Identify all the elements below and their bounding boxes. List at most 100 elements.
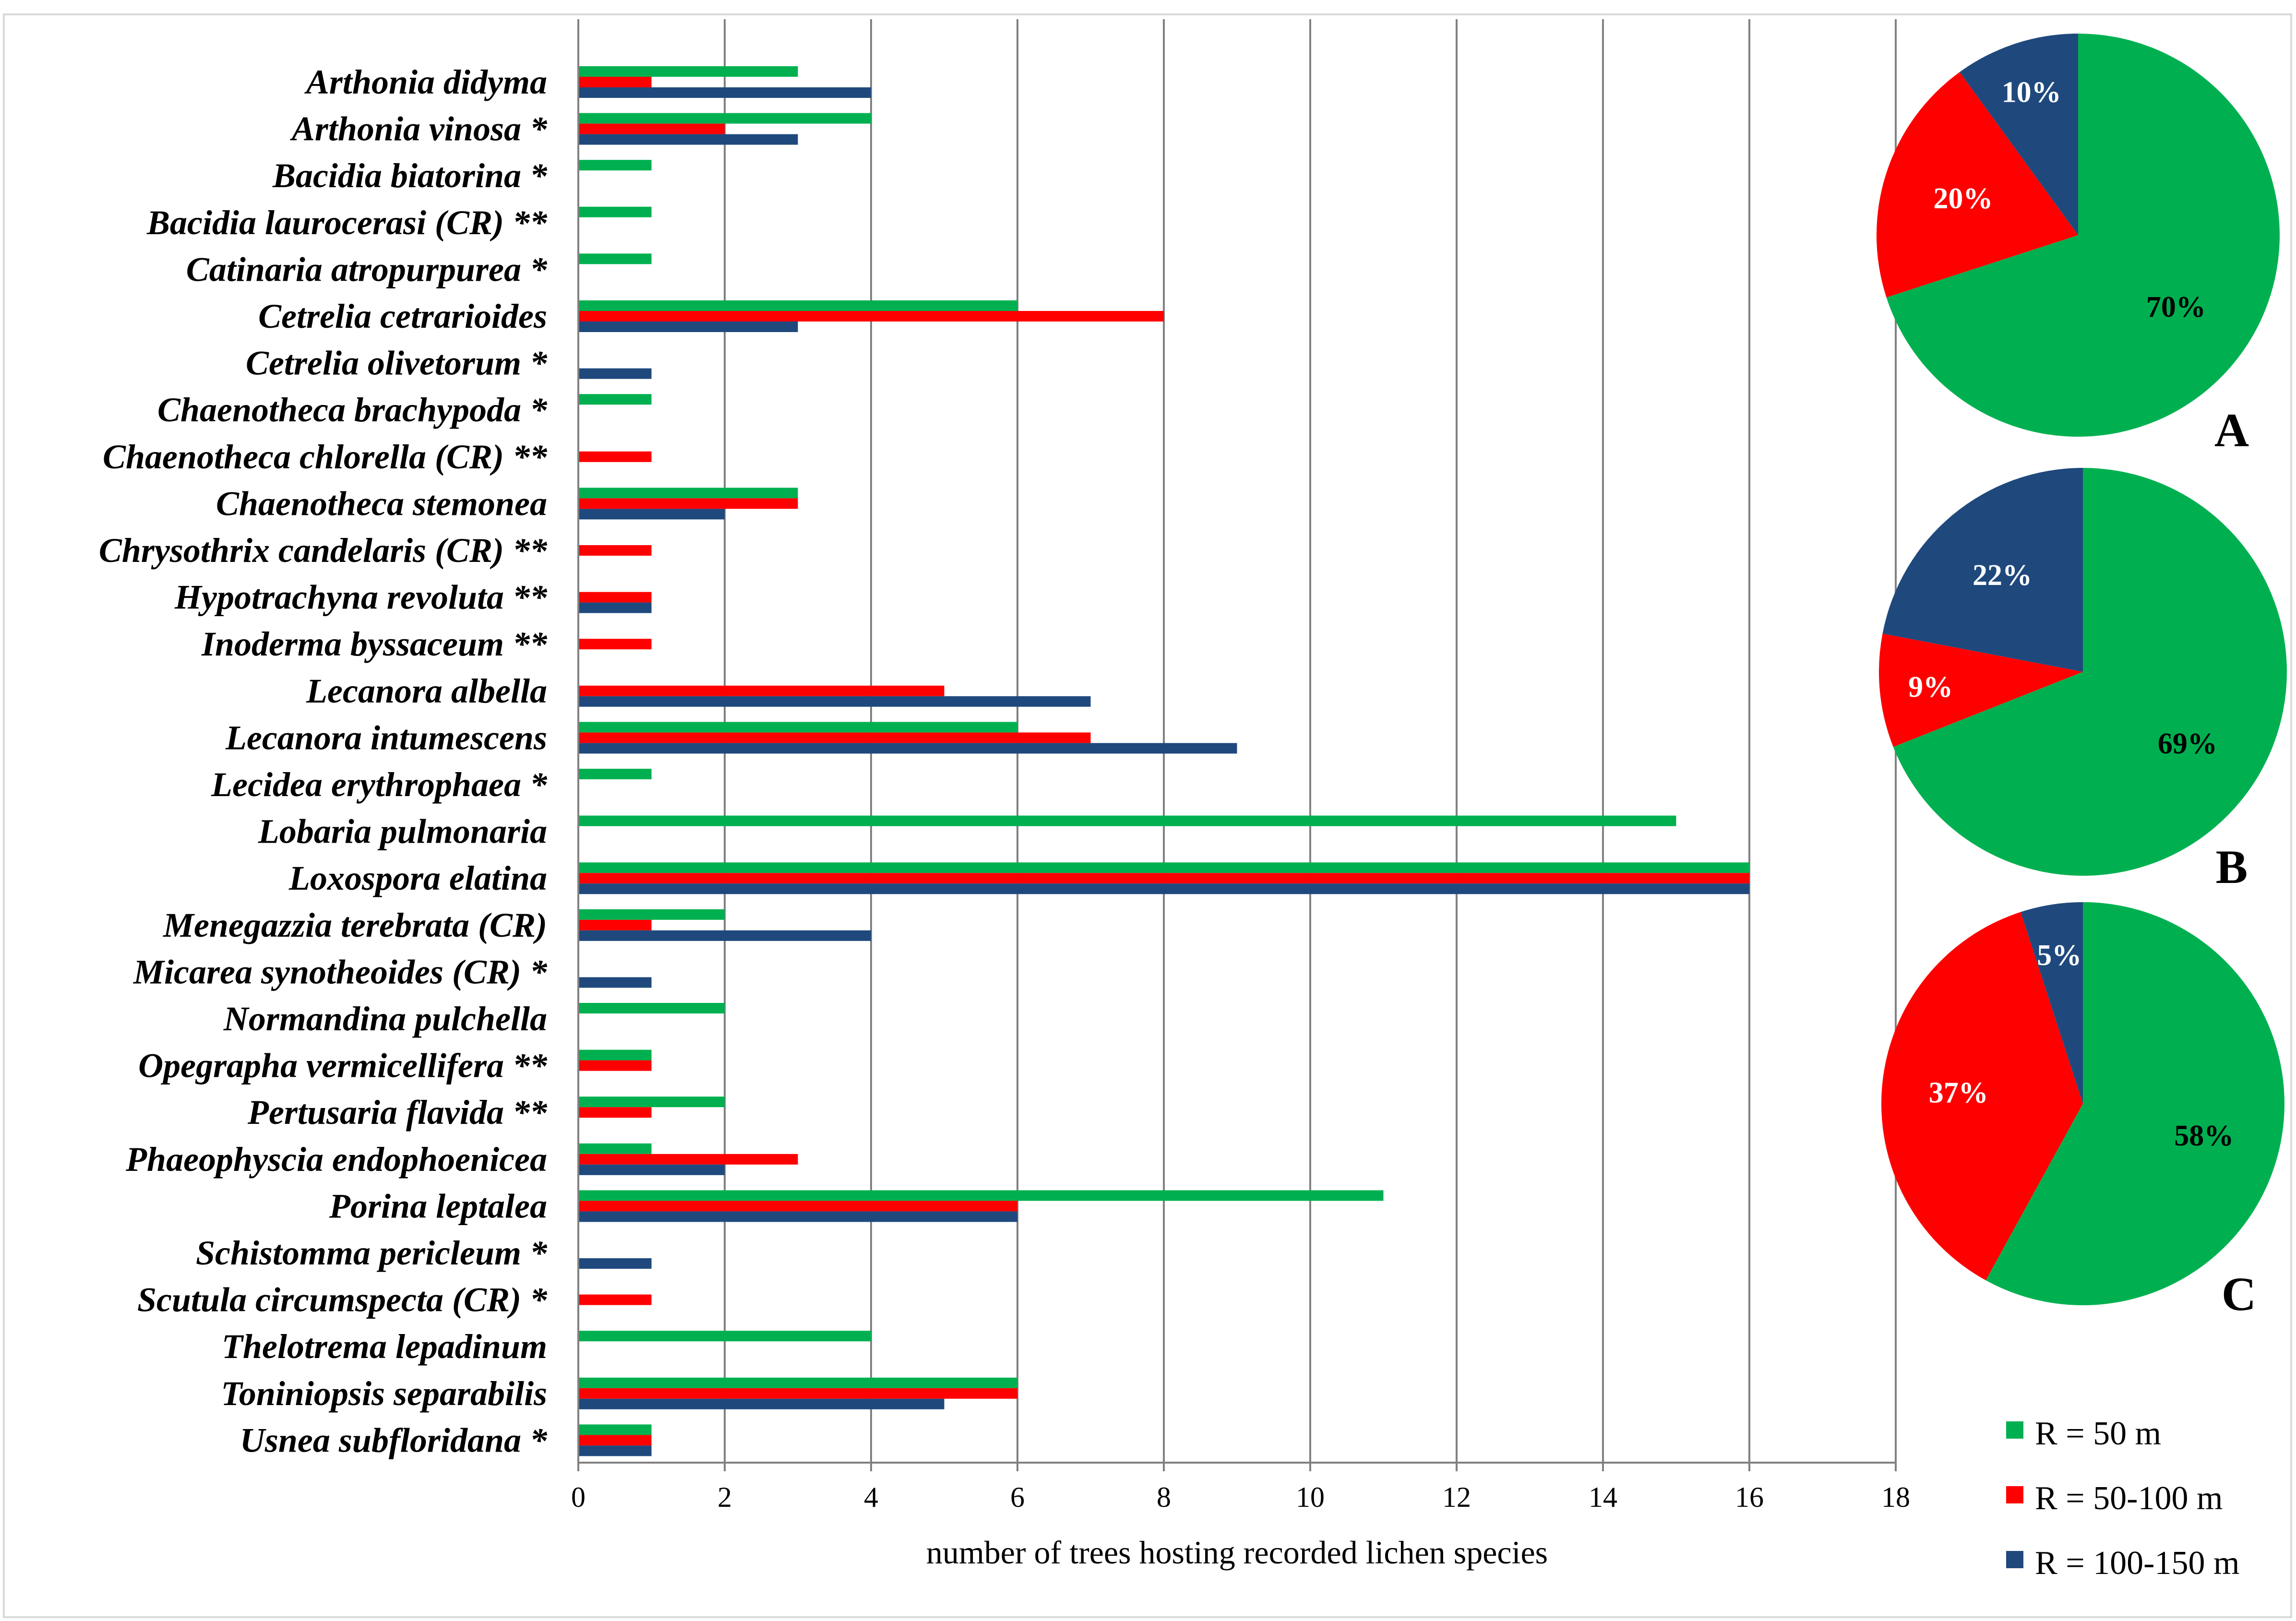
bar-r50 bbox=[578, 862, 1749, 873]
species-label: Catinaria atropurpurea * bbox=[186, 250, 548, 288]
bar-r100_150 bbox=[578, 369, 652, 379]
species-label: Pertusaria flavida ** bbox=[247, 1093, 548, 1132]
pie-slice-label: 58% bbox=[2174, 1120, 2234, 1152]
legend-label: R = 100-150 m bbox=[2035, 1545, 2239, 1582]
bar-r50 bbox=[578, 160, 652, 170]
bar-r50 bbox=[578, 113, 871, 124]
x-tick-label: 10 bbox=[1296, 1481, 1325, 1513]
bar-r50_100 bbox=[578, 639, 652, 649]
bar-r50_100 bbox=[578, 686, 945, 696]
bar-r100_150 bbox=[578, 1445, 652, 1456]
bar-r50 bbox=[578, 722, 1017, 732]
bar-r100_150 bbox=[578, 87, 871, 98]
bar-r100_150 bbox=[578, 134, 798, 145]
species-label: Arthonia didyma bbox=[304, 63, 547, 101]
bar-r50_100 bbox=[578, 732, 1091, 743]
species-label: Chaenotheca chlorella (CR) ** bbox=[103, 438, 548, 476]
species-label: Phaeophyscia endophoenicea bbox=[125, 1140, 547, 1179]
x-tick-label: 14 bbox=[1589, 1481, 1617, 1513]
bar-r50 bbox=[578, 300, 1017, 311]
species-label: Thelotrema lepadinum bbox=[222, 1327, 547, 1366]
legend-label: R = 50 m bbox=[2035, 1415, 2161, 1452]
species-label: Lobaria pulmonaria bbox=[258, 812, 547, 851]
bar-r50_100 bbox=[578, 77, 652, 87]
bar-r100_150 bbox=[578, 1165, 725, 1175]
x-axis-title: number of trees hosting recorded lichen … bbox=[926, 1534, 1548, 1571]
bar-r100_150 bbox=[578, 1211, 1017, 1222]
x-tick-label: 0 bbox=[571, 1481, 586, 1513]
bar-r100_150 bbox=[578, 696, 1091, 707]
legend-swatch-r100_150 bbox=[2006, 1551, 2023, 1568]
bar-r100_150 bbox=[578, 322, 798, 332]
pie-slice-label: 20% bbox=[1933, 182, 1993, 215]
species-label: Chrysothrix candelaris (CR) ** bbox=[99, 531, 548, 570]
bar-r50 bbox=[578, 1331, 871, 1341]
species-label: Lecanora albella bbox=[306, 672, 547, 710]
species-label: Toniniopsis separabilis bbox=[221, 1374, 547, 1413]
bar-r50 bbox=[578, 1190, 1384, 1201]
bar-r50_100 bbox=[578, 1061, 652, 1071]
bar-r50 bbox=[578, 1144, 652, 1154]
species-label: Arthonia vinosa * bbox=[290, 110, 548, 148]
x-tick-label: 12 bbox=[1442, 1481, 1471, 1513]
bar-r50_100 bbox=[578, 920, 652, 930]
figure: Arthonia didyma Arthonia vinosa * Bacidia … bbox=[0, 0, 2296, 1621]
x-tick-label: 2 bbox=[718, 1481, 732, 1513]
bar-r100_150 bbox=[578, 883, 1749, 894]
bar-r100_150 bbox=[578, 743, 1237, 753]
species-label: Lecidea erythrophaea * bbox=[211, 765, 548, 804]
species-label: Menegazzia terebrata (CR) bbox=[163, 906, 547, 944]
x-tick-label: 4 bbox=[864, 1481, 878, 1513]
pie-slice-label: 9% bbox=[1908, 671, 1953, 703]
pie-slice-label: 10% bbox=[2002, 76, 2061, 108]
bar-r50_100 bbox=[578, 452, 652, 462]
bar-r50_100 bbox=[578, 1295, 652, 1305]
x-tick-label: 8 bbox=[1157, 1481, 1171, 1513]
bar-r50_100 bbox=[578, 1107, 652, 1118]
panel-letter: C bbox=[2222, 1267, 2256, 1321]
species-label: Cetrelia cetrarioides bbox=[258, 297, 547, 335]
bar-r50_100 bbox=[578, 545, 652, 556]
species-label: Bacidia biatorina * bbox=[272, 156, 548, 195]
pie-slice-label: 37% bbox=[1929, 1076, 1988, 1109]
pie-charts: 70%20%10%A69%9%22%B58%37%5%C bbox=[1877, 34, 2287, 1321]
legend-swatch-r50_100 bbox=[2006, 1486, 2023, 1503]
bar-r100_150 bbox=[578, 1258, 652, 1269]
bar-r100_150 bbox=[578, 603, 652, 613]
bar-r50 bbox=[578, 394, 652, 405]
bar-r50 bbox=[578, 1424, 652, 1435]
species-label: Chaenotheca brachypoda * bbox=[157, 391, 548, 429]
legend-swatch-r50 bbox=[2006, 1421, 2023, 1439]
species-label: Usnea subfloridana * bbox=[240, 1421, 548, 1459]
bar-r50 bbox=[578, 909, 725, 920]
species-label: Porina leptalea bbox=[329, 1187, 547, 1225]
bar-r50 bbox=[578, 253, 652, 264]
species-label: Schistomma pericleum * bbox=[196, 1234, 548, 1272]
species-label: Normandina pulchella bbox=[223, 1000, 547, 1038]
species-label: Lecanora intumescens bbox=[225, 718, 547, 757]
bar-r100_150 bbox=[578, 509, 725, 519]
pie-slice-label: 69% bbox=[2158, 727, 2217, 760]
bar-r50_100 bbox=[578, 1435, 652, 1445]
pie-slice-label: 70% bbox=[2146, 291, 2206, 323]
bar-r50_100 bbox=[578, 1154, 798, 1165]
bar-r50 bbox=[578, 1050, 652, 1061]
pie-slice-label: 22% bbox=[1973, 559, 2032, 592]
panel-letter: B bbox=[2216, 840, 2248, 894]
species-label: Opegrapha vermicellifera ** bbox=[138, 1047, 548, 1085]
bar-r50_100 bbox=[578, 592, 652, 603]
bar-r50 bbox=[578, 207, 652, 217]
bar-r50 bbox=[578, 66, 798, 77]
bar-r50 bbox=[578, 488, 798, 498]
species-label: Chaenotheca stemonea bbox=[216, 484, 547, 523]
species-label: Bacidia laurocerasi (CR) ** bbox=[146, 203, 548, 242]
bar-r50_100 bbox=[578, 124, 725, 134]
bar-r50 bbox=[578, 769, 652, 779]
bar-r50 bbox=[578, 1378, 1017, 1388]
bar-r50_100 bbox=[578, 498, 798, 509]
pie-slice-label: 5% bbox=[2037, 939, 2081, 972]
species-label: Micarea synotheoides (CR) * bbox=[133, 953, 548, 991]
species-label: Loxospora elatina bbox=[288, 859, 547, 897]
bar-r50_100 bbox=[578, 1201, 1017, 1211]
x-tick-label: 16 bbox=[1735, 1481, 1764, 1513]
